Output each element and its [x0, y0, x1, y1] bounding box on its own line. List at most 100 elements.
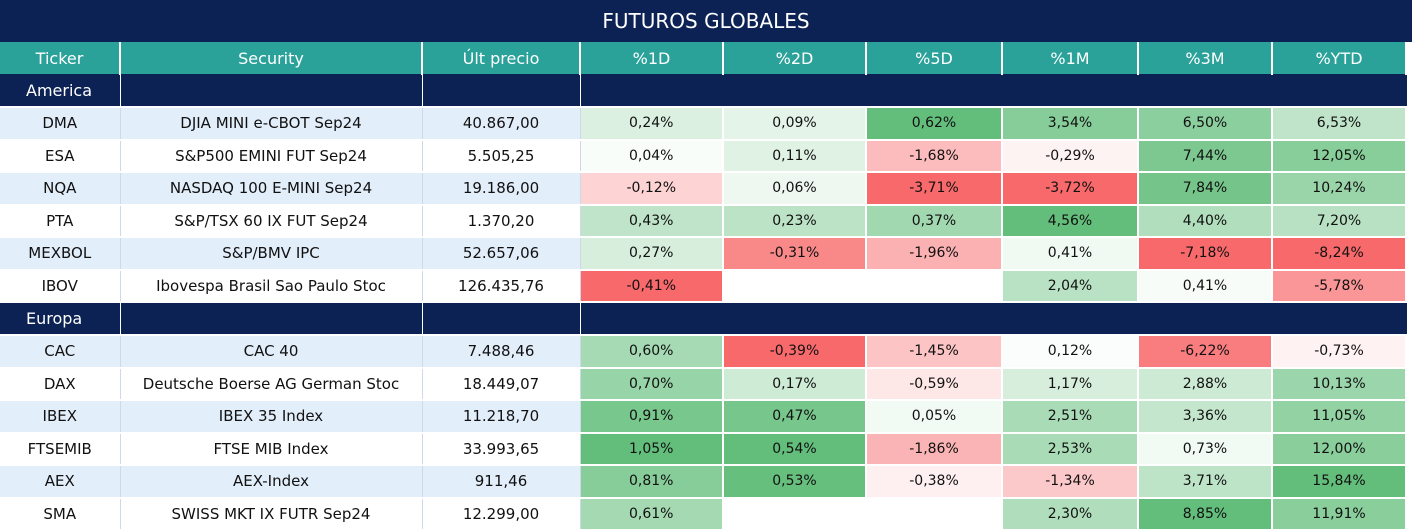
value-col-1d: 0,27% — [580, 237, 724, 271]
value-col-3m: 7,44% — [1138, 139, 1273, 173]
table-row[interactable]: ESA S&P500 EMINI FUT Sep24 5.505,25 0,04% 0,… — [0, 139, 1407, 173]
section-filler — [723, 302, 867, 336]
value-col-1m: 2,53% — [1002, 432, 1139, 466]
panel-title: FUTUROS GLOBALES — [0, 0, 1412, 42]
price-cell: 126.435,76 — [422, 269, 581, 303]
value-col-2d: -0,31% — [723, 237, 867, 271]
value-col-2d: 0,23% — [723, 204, 867, 238]
price-cell: 52.657,06 — [422, 237, 581, 271]
table-row[interactable]: DAX Deutsche Boerse AG German Stoc 18.449,… — [0, 367, 1407, 401]
value-col-1d: 0,04% — [580, 139, 724, 173]
security-cell: DJIA MINI e-CBOT Sep24 — [120, 107, 423, 141]
value-col-ytd: 10,13% — [1272, 367, 1407, 401]
value-col-3m: -6,22% — [1138, 335, 1273, 369]
value-col-2d: 0,06% — [723, 172, 867, 206]
section-filler — [1138, 302, 1273, 336]
value-col-2d: 0,54% — [723, 432, 867, 466]
value-col-5d: -1,86% — [866, 432, 1003, 466]
security-cell: FTSE MIB Index — [120, 432, 423, 466]
price-cell: 11.218,70 — [422, 400, 581, 434]
table-row[interactable]: IBEX IBEX 35 Index 11.218,70 0,91% 0,47% 0,05… — [0, 400, 1407, 434]
value-col-ytd: 11,91% — [1272, 497, 1407, 531]
section-filler — [1272, 302, 1407, 336]
section-filler — [1002, 302, 1139, 336]
table-row[interactable]: PTA S&P/TSX 60 IX FUT Sep24 1.370,20 0,43% 0… — [0, 204, 1407, 238]
value-col-ytd: -0,73% — [1272, 335, 1407, 369]
value-col-ytd: 11,05% — [1272, 400, 1407, 434]
section-filler — [120, 74, 423, 108]
value-col-3m: 4,40% — [1138, 204, 1273, 238]
value-col-1d: 0,43% — [580, 204, 724, 238]
header-col-security: Security — [120, 42, 423, 75]
value-col-3m: 7,84% — [1138, 172, 1273, 206]
table-row[interactable]: DMA DJIA MINI e-CBOT Sep24 40.867,00 0,24% 0… — [0, 107, 1407, 141]
section-row-america: America — [0, 74, 1407, 108]
value-col-5d: -1,96% — [866, 237, 1003, 271]
value-col-ytd: 15,84% — [1272, 465, 1407, 499]
table-row[interactable]: MEXBOL S&P/BMV IPC 52.657,06 0,27% -0,31% -1,… — [0, 237, 1407, 271]
section-filler — [120, 302, 423, 336]
value-col-1d: 0,60% — [580, 335, 724, 369]
futures-table: Ticker Security Últ precio %1D %2D %5D %1M %3M%… — [0, 42, 1407, 531]
value-col-1m: -1,34% — [1002, 465, 1139, 499]
table-row[interactable]: CAC CAC 40 7.488,46 0,60% -0,39% -1,45% 0,12% -… — [0, 335, 1407, 369]
value-col-2d: -0,39% — [723, 335, 867, 369]
header-col-1d: %1D — [580, 42, 724, 75]
ticker-cell: FTSEMIB — [0, 432, 121, 466]
table-row[interactable]: NQA NASDAQ 100 E-MINI Sep24 19.186,00 -0,12… — [0, 172, 1407, 206]
ticker-cell: AEX — [0, 465, 121, 499]
value-col-3m: -7,18% — [1138, 237, 1273, 271]
security-cell: Deutsche Boerse AG German Stoc — [120, 367, 423, 401]
value-col-1m: -3,72% — [1002, 172, 1139, 206]
table-row[interactable]: SMA SWISS MKT IX FUTR Sep24 12.299,00 0,61%… — [0, 497, 1407, 531]
ticker-cell: MEXBOL — [0, 237, 121, 271]
value-col-3m: 0,41% — [1138, 269, 1273, 303]
value-col-5d: 0,62% — [866, 107, 1003, 141]
header-col-2d: %2D — [723, 42, 867, 75]
value-col-ytd: 7,20% — [1272, 204, 1407, 238]
section-filler — [1272, 74, 1407, 108]
price-cell: 911,46 — [422, 465, 581, 499]
value-col-1d: 0,24% — [580, 107, 724, 141]
ticker-cell: CAC — [0, 335, 121, 369]
security-cell: Ibovespa Brasil Sao Paulo Stoc — [120, 269, 423, 303]
security-cell: CAC 40 — [120, 335, 423, 369]
security-cell: S&P500 EMINI FUT Sep24 — [120, 139, 423, 173]
price-cell: 19.186,00 — [422, 172, 581, 206]
ticker-cell: ESA — [0, 139, 121, 173]
value-col-1d: -0,41% — [580, 269, 724, 303]
section-label: America — [0, 74, 121, 108]
security-cell: S&P/BMV IPC — [120, 237, 423, 271]
ticker-cell: DMA — [0, 107, 121, 141]
price-cell: 33.993,65 — [422, 432, 581, 466]
value-col-5d — [866, 497, 1003, 531]
section-filler — [866, 74, 1003, 108]
value-col-ytd: 10,24% — [1272, 172, 1407, 206]
value-col-3m: 8,85% — [1138, 497, 1273, 531]
value-col-5d: 0,05% — [866, 400, 1003, 434]
ticker-cell: NQA — [0, 172, 121, 206]
value-col-1m: -0,29% — [1002, 139, 1139, 173]
value-col-ytd: 12,05% — [1272, 139, 1407, 173]
section-filler — [723, 74, 867, 108]
table-row[interactable]: AEX AEX-Index 911,46 0,81% 0,53% -0,38% -1,34%… — [0, 465, 1407, 499]
section-filler — [422, 302, 581, 336]
security-cell: IBEX 35 Index — [120, 400, 423, 434]
value-col-2d: 0,17% — [723, 367, 867, 401]
security-cell: S&P/TSX 60 IX FUT Sep24 — [120, 204, 423, 238]
ticker-cell: PTA — [0, 204, 121, 238]
price-cell: 12.299,00 — [422, 497, 581, 531]
value-col-1m: 0,12% — [1002, 335, 1139, 369]
value-col-3m: 3,36% — [1138, 400, 1273, 434]
section-filler — [422, 74, 581, 108]
section-filler — [1002, 74, 1139, 108]
value-col-1d: 0,91% — [580, 400, 724, 434]
ticker-cell: IBOV — [0, 269, 121, 303]
value-col-1d: 0,81% — [580, 465, 724, 499]
header-row: Ticker Security Últ precio %1D %2D %5D %1M %3M%… — [0, 42, 1407, 75]
section-label: Europa — [0, 302, 121, 336]
header-col-5d: %5D — [866, 42, 1003, 75]
table-row[interactable]: FTSEMIB FTSE MIB Index 33.993,65 1,05% 0,54%… — [0, 432, 1407, 466]
table-row[interactable]: IBOV Ibovespa Brasil Sao Paulo Stoc 126.43… — [0, 269, 1407, 303]
